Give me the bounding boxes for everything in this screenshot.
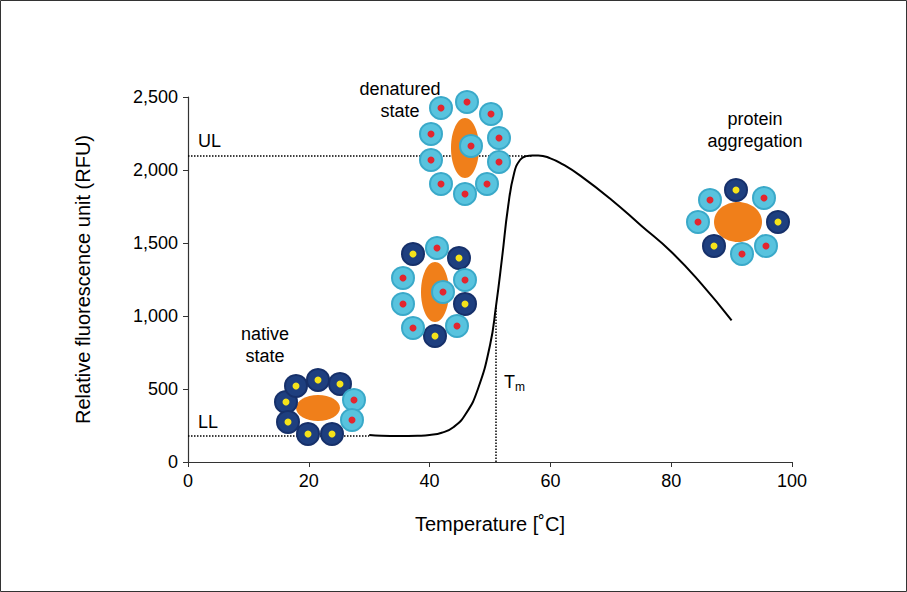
- svg-text:80: 80: [661, 471, 681, 491]
- svg-text:40: 40: [420, 471, 440, 491]
- svg-text:denatured: denatured: [359, 79, 440, 99]
- svg-text:T: T: [504, 372, 515, 392]
- svg-text:100: 100: [777, 471, 807, 491]
- svg-text:protein: protein: [727, 109, 782, 129]
- svg-text:native: native: [241, 324, 289, 344]
- svg-text:2,500: 2,500: [133, 87, 178, 107]
- svg-text:Relative fluorescence unit (RF: Relative fluorescence unit (RFU): [72, 135, 94, 424]
- svg-text:0: 0: [168, 452, 178, 472]
- svg-text:60: 60: [540, 471, 560, 491]
- svg-text:Temperature [˚C]: Temperature [˚C]: [415, 513, 565, 535]
- svg-text:state: state: [245, 346, 284, 366]
- svg-text:LL: LL: [198, 412, 218, 432]
- svg-text:1,000: 1,000: [133, 306, 178, 326]
- svg-text:2,000: 2,000: [133, 160, 178, 180]
- svg-text:20: 20: [299, 471, 319, 491]
- svg-text:m: m: [515, 380, 525, 394]
- svg-text:1,500: 1,500: [133, 233, 178, 253]
- svg-text:0: 0: [183, 471, 193, 491]
- svg-text:aggregation: aggregation: [707, 131, 802, 151]
- svg-text:state: state: [380, 101, 419, 121]
- svg-text:500: 500: [148, 379, 178, 399]
- svg-text:UL: UL: [198, 131, 221, 151]
